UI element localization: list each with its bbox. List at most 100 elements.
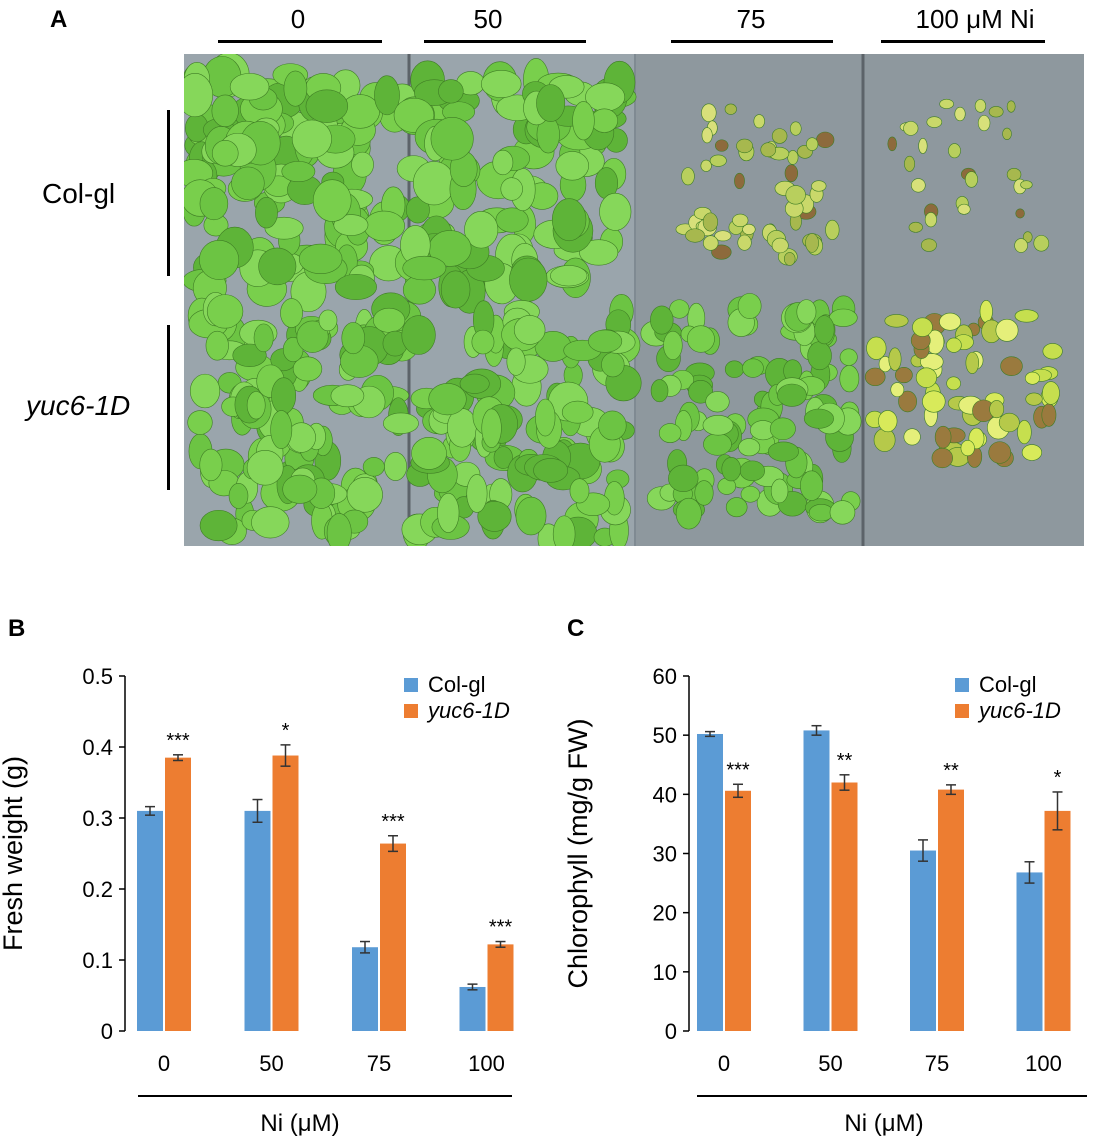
significance-label: ***	[381, 811, 405, 833]
leaf	[796, 299, 817, 325]
significance-label: *	[1054, 767, 1062, 789]
y-tick-label: 0	[101, 1019, 113, 1044]
leaf	[753, 114, 765, 129]
leaf	[401, 315, 436, 355]
leaf	[1033, 235, 1050, 252]
bar	[137, 810, 163, 1031]
leaf	[739, 460, 765, 482]
leaf	[1022, 231, 1033, 243]
x-tick-label: 75	[925, 1051, 949, 1076]
bar	[831, 782, 858, 1031]
leaf	[705, 391, 730, 413]
fresh-weight-chart: B 0 0.1 0.2 0.3 0.4 0.5 Fresh weight (g) *** 0 * 50…	[0, 615, 514, 1137]
seedling-plate-photo	[184, 54, 1084, 546]
leaf	[231, 166, 265, 200]
leaf	[890, 382, 905, 398]
leaf	[658, 423, 682, 443]
bar	[1016, 872, 1043, 1031]
leaf	[384, 452, 407, 481]
leaf	[939, 98, 954, 109]
leaf	[333, 214, 369, 236]
leaf	[714, 139, 729, 152]
leaf	[737, 234, 752, 251]
leaf	[280, 298, 303, 328]
leaf	[908, 221, 923, 233]
conc-label-100: 100 μM Ni	[915, 4, 1035, 34]
leaf	[777, 383, 807, 407]
leaf	[742, 223, 756, 235]
leaf	[767, 441, 799, 462]
leaf	[291, 119, 332, 159]
significance-label: ***	[489, 917, 513, 939]
panel-letter: C	[567, 615, 584, 642]
leaf	[988, 441, 1012, 464]
legend-label: Col-gl	[428, 672, 485, 697]
leaf	[1014, 309, 1039, 323]
leaf	[864, 367, 886, 387]
leaf	[382, 412, 419, 435]
leaf	[572, 101, 595, 141]
yuc6-50-plants	[401, 294, 642, 546]
leaf	[330, 384, 365, 408]
legend-swatch	[404, 678, 418, 692]
leaf	[232, 343, 267, 368]
x-tick-label: 0	[158, 1051, 170, 1076]
colgl-0-plants	[184, 54, 419, 313]
legend-label: yuc6-1D	[977, 698, 1061, 723]
leaf	[711, 244, 732, 260]
conc-underline-75	[671, 40, 833, 43]
leaf	[515, 496, 547, 536]
leaf	[742, 358, 764, 378]
leaf	[551, 198, 587, 242]
y-tick-label: 10	[653, 960, 677, 985]
x-tick-label: 100	[468, 1051, 505, 1076]
leaf	[205, 330, 229, 361]
leaf	[341, 322, 366, 355]
leaf	[588, 329, 623, 353]
significance-label: ***	[166, 730, 190, 752]
leaf	[839, 348, 858, 366]
leaf	[738, 438, 761, 457]
leaf	[1024, 371, 1041, 385]
bar	[459, 986, 486, 1031]
colgl-50-plants	[393, 58, 637, 314]
leaf	[211, 94, 239, 127]
leaf	[669, 299, 690, 319]
leaf	[740, 485, 761, 503]
leaf	[184, 73, 214, 118]
y-axis-title: Chlorophyll (mg/g FW)	[563, 718, 593, 988]
leaf	[555, 151, 590, 181]
leaf	[787, 150, 799, 165]
leaf	[922, 390, 946, 413]
leaf	[1015, 208, 1025, 219]
leaf	[1000, 356, 1023, 376]
bar	[697, 733, 723, 1031]
leaf	[948, 143, 961, 159]
leaf	[912, 317, 933, 337]
leaf	[579, 239, 619, 266]
leaf	[271, 377, 297, 415]
colgl-100-plants	[887, 98, 1050, 253]
bar	[244, 810, 271, 1031]
leaf	[1021, 444, 1043, 461]
y-tick-label: 20	[653, 901, 677, 926]
panel-letter: B	[8, 615, 25, 642]
conc-underline-0	[218, 40, 382, 43]
leaf	[732, 213, 749, 228]
y-tick-label: 30	[653, 842, 677, 867]
leaf	[770, 478, 789, 504]
leaf	[372, 307, 406, 333]
legend-label: yuc6-1D	[426, 698, 510, 723]
leaf	[931, 447, 953, 469]
leaf	[440, 270, 471, 309]
leaf	[894, 367, 913, 384]
yuc6-0-plants	[187, 292, 421, 546]
leaf	[1006, 100, 1016, 113]
leaf	[464, 211, 499, 249]
leaf	[805, 233, 819, 253]
y-tick-label: 0.5	[82, 664, 113, 689]
conc-underline-50	[424, 40, 586, 43]
leaf	[903, 428, 921, 446]
y-tick-label: 40	[653, 782, 677, 807]
